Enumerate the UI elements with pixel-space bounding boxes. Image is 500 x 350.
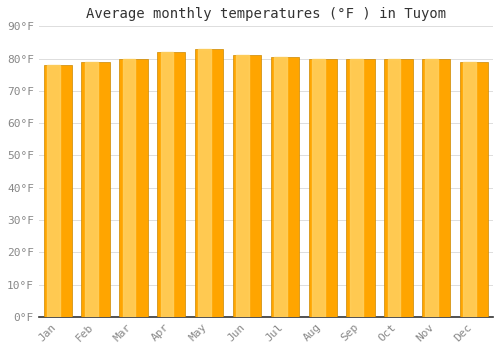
Bar	[312, 58, 324, 317]
Bar	[460, 62, 488, 317]
Bar	[195, 49, 224, 317]
Bar	[47, 65, 60, 317]
Bar	[82, 62, 110, 317]
Bar	[122, 58, 136, 317]
Bar	[233, 55, 261, 317]
Bar	[44, 65, 72, 317]
Bar	[308, 58, 337, 317]
Bar	[426, 58, 438, 317]
Bar	[350, 58, 362, 317]
Bar	[119, 58, 148, 317]
Bar	[346, 58, 375, 317]
Bar	[274, 57, 287, 317]
Bar	[388, 58, 400, 317]
Bar	[157, 52, 186, 317]
Bar	[464, 62, 476, 317]
Title: Average monthly temperatures (°F ) in Tuyom: Average monthly temperatures (°F ) in Tu…	[86, 7, 446, 21]
Bar	[198, 49, 211, 317]
Bar	[85, 62, 98, 317]
Bar	[236, 55, 249, 317]
Bar	[270, 57, 299, 317]
Bar	[384, 58, 412, 317]
Bar	[160, 52, 173, 317]
Bar	[422, 58, 450, 317]
